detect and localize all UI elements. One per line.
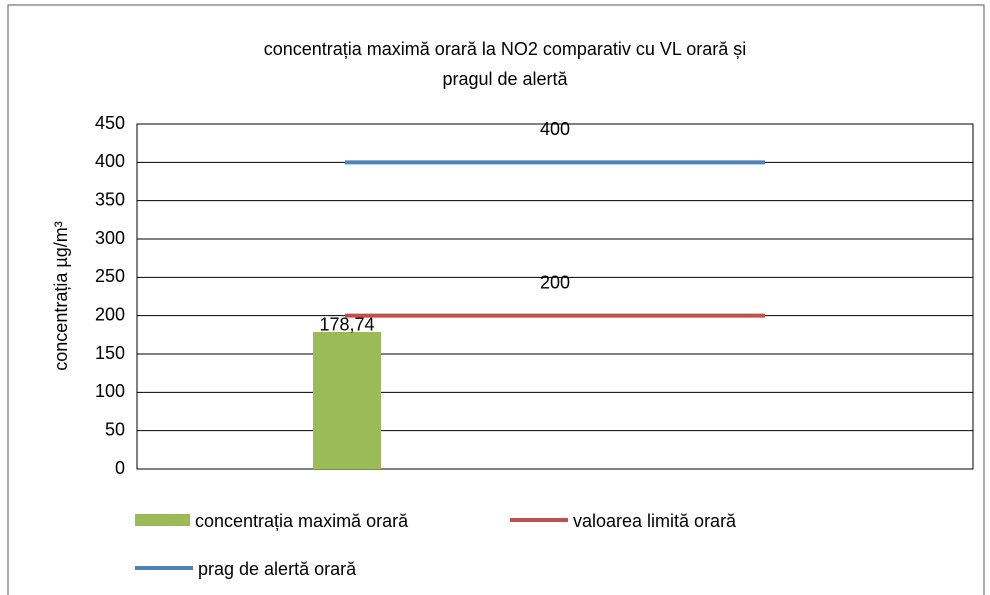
chart-title: concentrația maximă orară la NO2 compara…: [264, 39, 747, 59]
y-tick-label: 200: [95, 304, 125, 324]
y-tick-label: 400: [95, 151, 125, 171]
data-label: 400: [540, 119, 570, 139]
y-tick-label: 450: [95, 113, 125, 133]
legend-label: concentrația maximă orară: [195, 511, 409, 531]
bar: [313, 331, 381, 469]
y-tick-label: 100: [95, 381, 125, 401]
y-tick-label: 50: [105, 419, 125, 439]
y-tick-label: 350: [95, 189, 125, 209]
legend-label: prag de alertă orară: [198, 559, 357, 579]
legend-swatch: [135, 514, 190, 526]
y-tick-label: 0: [115, 458, 125, 478]
chart-title: pragul de alertă: [442, 69, 568, 89]
frame: [7, 4, 985, 595]
data-label: 178,74: [319, 315, 374, 335]
y-tick-label: 250: [95, 266, 125, 286]
legend-label: valoarea limită orară: [573, 511, 737, 531]
data-label: 200: [540, 272, 570, 292]
y-tick-label: 300: [95, 228, 125, 248]
y-axis-label: concentrația µg/m³: [51, 221, 71, 370]
y-tick-label: 150: [95, 343, 125, 363]
